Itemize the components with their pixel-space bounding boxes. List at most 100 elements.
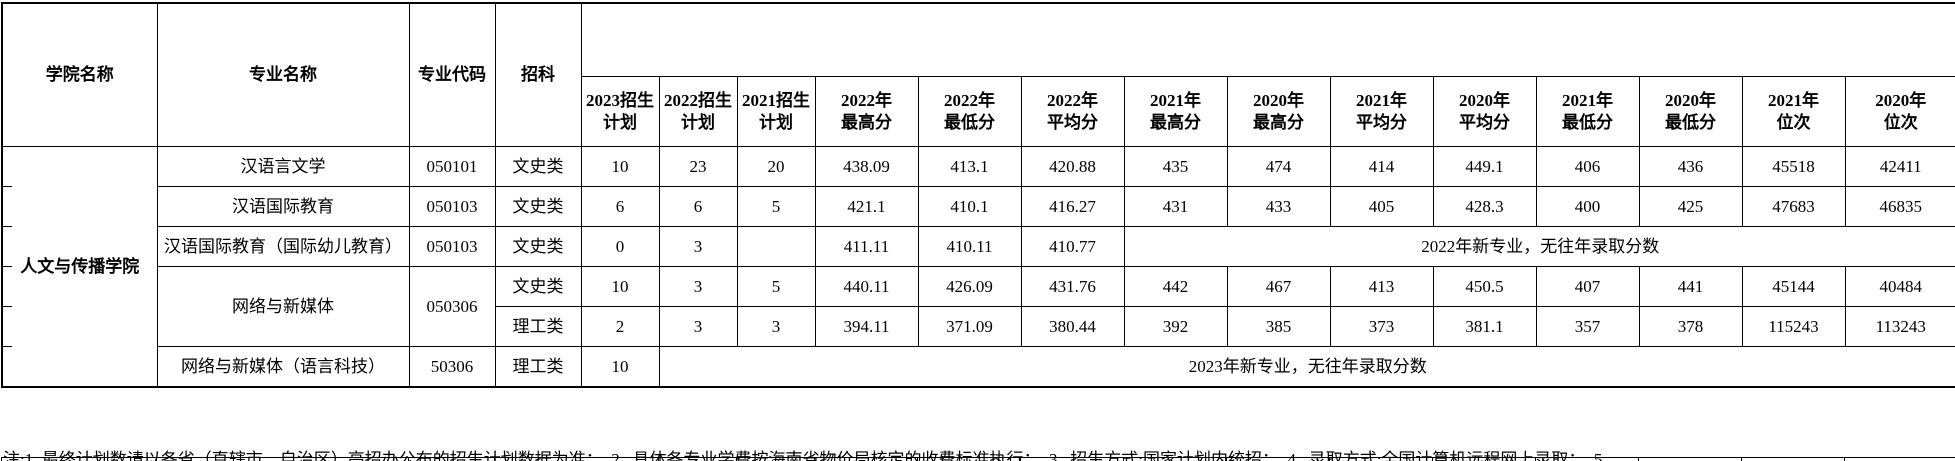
value-cell: 45518	[1741, 146, 1846, 187]
major-cell: 网络与新媒体（语言科技）	[156, 346, 410, 388]
value-cell: 413	[1329, 266, 1434, 307]
value-cell: 436	[1638, 146, 1743, 187]
table-row: 汉语国际教育 050103 文史类 6 6 5 421.1 410.1 416.…	[2, 186, 1955, 227]
header-max-2021: 2021年 最高分	[1123, 76, 1228, 147]
code-cell: 050103	[408, 186, 496, 227]
value-cell: 381.1	[1432, 306, 1537, 347]
value-cell: 410.1	[917, 186, 1022, 227]
value-cell: 3	[658, 226, 738, 267]
header-band-row: 学院名称 专业名称 专业代码 招科	[1, 2, 1955, 147]
subject-cell: 文史类	[494, 146, 582, 187]
value-cell: 373	[1329, 306, 1434, 347]
value-cell: 435	[1123, 146, 1228, 187]
admission-score-table: 学院名称 专业名称 专业代码 招科 2023招生 计划 2022招生 计划 20…	[1, 2, 1955, 388]
table-row: 网络与新媒体 050306 文史类 10 3 5 440.11 426.09 4…	[2, 266, 1955, 347]
value-cell: 420.88	[1020, 146, 1125, 187]
value-cell: 449.1	[1432, 146, 1537, 187]
header-plan-2021: 2021招生 计划	[736, 76, 816, 147]
header-rank-2020: 2020年 位次	[1844, 76, 1955, 147]
value-cell: 431.76	[1020, 266, 1125, 307]
value-cell: 410.77	[1020, 226, 1125, 267]
value-cell: 10	[580, 146, 660, 187]
value-cell: 45144	[1741, 266, 1846, 307]
value-cell: 407	[1535, 266, 1640, 307]
value-cell: 433	[1226, 186, 1331, 227]
value-cell: 442	[1123, 266, 1228, 307]
header-rank-2021: 2021年 位次	[1741, 76, 1846, 147]
major-cell: 汉语国际教育	[156, 186, 410, 227]
header-plan-2023: 2023招生 计划	[580, 76, 660, 147]
header-major: 专业名称	[156, 2, 410, 147]
value-cell: 357	[1535, 306, 1640, 347]
next-row-stub-gridlines	[1, 457, 1955, 461]
value-cell: 467	[1226, 266, 1331, 307]
header-max-2020: 2020年 最高分	[1226, 76, 1331, 147]
value-cell: 5	[736, 186, 816, 227]
value-cell: 413.1	[917, 146, 1022, 187]
value-cell: 411.11	[814, 226, 919, 267]
value-cell: 46835	[1844, 186, 1955, 227]
value-cell: 10	[580, 346, 660, 388]
value-cell: 20	[736, 146, 816, 187]
value-cell: 42411	[1844, 146, 1955, 187]
merged-note-cell: 2022年新专业，无往年录取分数	[1123, 226, 1955, 267]
merged-note-cell: 2023年新专业，无往年录取分数	[658, 346, 1955, 388]
value-cell: 23	[658, 146, 738, 187]
value-cell: 450.5	[1432, 266, 1537, 307]
header-code: 专业代码	[408, 2, 496, 147]
value-cell: 40484	[1844, 266, 1955, 307]
value-cell: 3	[736, 306, 816, 347]
header-plan-2022: 2022招生 计划	[658, 76, 738, 147]
header-avg-2020: 2020年 平均分	[1432, 76, 1537, 147]
subject-cell: 文史类	[494, 226, 582, 267]
major-cell: 汉语国际教育（国际幼儿教育）	[156, 226, 410, 267]
value-cell: 115243	[1741, 306, 1846, 347]
subject-cell: 文史类	[494, 266, 582, 307]
table-row: 人文与传播学院 汉语言文学 050101 文史类 10 23 20 438.09…	[1, 146, 1955, 388]
header-row: 2023招生 计划 2022招生 计划 2021招生 计划 2022年 最高分 …	[2, 76, 1955, 147]
value-cell: 414	[1329, 146, 1434, 187]
value-cell: 2	[580, 306, 660, 347]
subject-cell: 理工类	[494, 346, 582, 388]
value-cell	[736, 226, 816, 267]
value-cell: 406	[1535, 146, 1640, 187]
value-cell: 380.44	[1020, 306, 1125, 347]
value-cell: 47683	[1741, 186, 1846, 227]
value-cell: 371.09	[917, 306, 1022, 347]
value-cell: 3	[658, 306, 738, 347]
header-college: 学院名称	[1, 2, 158, 147]
subject-cell: 理工类	[494, 306, 582, 347]
value-cell: 6	[580, 186, 660, 227]
value-cell: 426.09	[917, 266, 1022, 307]
major-cell: 汉语言文学	[156, 146, 410, 187]
value-cell: 416.27	[1020, 186, 1125, 227]
value-cell: 392	[1123, 306, 1228, 347]
value-cell: 410.11	[917, 226, 1022, 267]
value-cell: 0	[580, 226, 660, 267]
value-cell: 474	[1226, 146, 1331, 187]
table-row: 理工类 2 3 3 394.11 371.09 380.44 392 385 3…	[2, 306, 1955, 347]
header-max-2022: 2022年 最高分	[814, 76, 919, 147]
header-min-2020: 2020年 最低分	[1638, 76, 1743, 147]
subject-cell: 文史类	[494, 186, 582, 227]
value-cell: 5	[736, 266, 816, 307]
code-cell: 050103	[408, 226, 496, 267]
top-band-cell	[580, 2, 1955, 77]
header-min-2022: 2022年 最低分	[917, 76, 1022, 147]
college-cell: 人文与传播学院	[1, 146, 158, 388]
major-cell: 网络与新媒体	[156, 266, 410, 347]
value-cell: 438.09	[814, 146, 919, 187]
value-cell: 394.11	[814, 306, 919, 347]
code-cell: 050101	[408, 146, 496, 187]
value-cell: 441	[1638, 266, 1743, 307]
value-cell: 425	[1638, 186, 1743, 227]
value-cell: 378	[1638, 306, 1743, 347]
header-avg-2021: 2021年 平均分	[1329, 76, 1434, 147]
value-cell: 431	[1123, 186, 1228, 227]
table-row: 汉语国际教育（国际幼儿教育） 050103 文史类 0 3 411.11 410…	[2, 226, 1955, 267]
value-cell: 421.1	[814, 186, 919, 227]
value-cell: 440.11	[814, 266, 919, 307]
footnote-line-1: 注:1. 最终计划数请以各省（直辖市、自治区）高招办公布的招生计划数据为准； 2…	[3, 450, 1607, 461]
value-cell: 400	[1535, 186, 1640, 227]
